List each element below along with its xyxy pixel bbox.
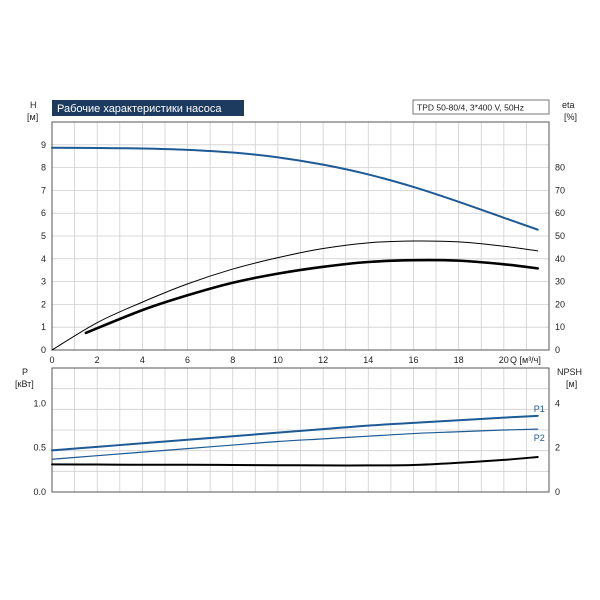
y-tick-label: 6 xyxy=(41,208,46,218)
y2-tick-label: 60 xyxy=(555,208,565,218)
x-tick-label: 10 xyxy=(273,355,283,365)
bottom-chart-grid xyxy=(52,368,549,492)
x-tick-label: 4 xyxy=(140,355,145,365)
top-y-axis-unit: [м] xyxy=(27,112,38,122)
top-y2-axis-label: eta xyxy=(562,100,575,110)
y-tick-label: 7 xyxy=(41,185,46,195)
x-tick-label: 14 xyxy=(363,355,373,365)
y2-tick-label: 10 xyxy=(555,322,565,332)
y2-tick-label: 30 xyxy=(555,277,565,287)
series-label: P1 xyxy=(534,404,545,414)
model-label: TPD 50-80/4, 3*400 V, 50Hz xyxy=(417,103,524,113)
y2-tick-label: 20 xyxy=(555,299,565,309)
top-plot-frame xyxy=(51,121,550,351)
top-y-axis-label: H xyxy=(30,100,37,110)
bottom-chart-series: P1 P2 xyxy=(51,404,545,467)
top-chart-series xyxy=(51,146,539,351)
series-line-p2 xyxy=(51,428,539,460)
y2-tick-label: 0 xyxy=(555,487,560,497)
x-tick-label: 2 xyxy=(95,355,100,365)
y-tick-label: 4 xyxy=(41,254,46,264)
bottom-y2-axis-label: NPSH xyxy=(557,367,582,377)
x-axis-label: Q [м³/ч] xyxy=(510,355,541,365)
x-tick-label: 6 xyxy=(185,355,190,365)
x-tick-label: 8 xyxy=(230,355,235,365)
y-tick-label: 0 xyxy=(41,345,46,355)
series-line-2 xyxy=(51,456,539,467)
x-tick-label: 18 xyxy=(454,355,464,365)
chart-title: Рабочие характеристики насоса xyxy=(57,103,222,115)
y-tick-label: 8 xyxy=(41,163,46,173)
y2-tick-label: 70 xyxy=(555,185,565,195)
y-tick-label: 3 xyxy=(41,277,46,287)
y-tick-label: 1.0 xyxy=(33,398,46,408)
top-y2-axis-unit: [%] xyxy=(564,112,577,122)
series-label: P2 xyxy=(534,433,545,443)
y2-tick-label: 2 xyxy=(555,443,560,453)
x-tick-label: 12 xyxy=(318,355,328,365)
top-chart-ticks: 0 2 4 6 8 10 12 14 16 18 2001234567890102030405060… xyxy=(41,140,565,365)
chart-title-box xyxy=(52,100,244,116)
y2-tick-label: 40 xyxy=(555,254,565,264)
bottom-y-axis-label: P xyxy=(22,367,28,377)
bottom-plot-frame xyxy=(51,367,550,493)
series-line-0 xyxy=(51,146,539,231)
bottom-chart-ticks: 0.0 0.5 1.0 0 2 4 xyxy=(33,398,560,497)
series-line-p1 xyxy=(51,414,539,452)
x-tick-label: 0 xyxy=(49,355,54,365)
y-tick-label: 0.5 xyxy=(33,443,46,453)
y2-tick-label: 0 xyxy=(555,345,560,355)
x-tick-label: 20 xyxy=(499,355,509,365)
bottom-y2-axis-unit: [м] xyxy=(566,379,577,389)
y2-tick-label: 80 xyxy=(555,163,565,173)
series-line-1 xyxy=(51,240,539,351)
y-tick-label: 1 xyxy=(41,322,46,332)
top-chart-grid xyxy=(52,122,549,350)
y2-tick-label: 4 xyxy=(555,398,560,408)
y2-tick-label: 50 xyxy=(555,231,565,241)
x-tick-label: 16 xyxy=(408,355,418,365)
y-tick-label: 0.0 xyxy=(33,487,46,497)
y-tick-label: 5 xyxy=(41,231,46,241)
y-tick-label: 9 xyxy=(41,140,46,150)
series-line-2 xyxy=(84,258,539,335)
model-label-box xyxy=(412,99,550,115)
y-tick-label: 2 xyxy=(41,299,46,309)
bottom-y-axis-unit: [кВт] xyxy=(15,379,34,389)
